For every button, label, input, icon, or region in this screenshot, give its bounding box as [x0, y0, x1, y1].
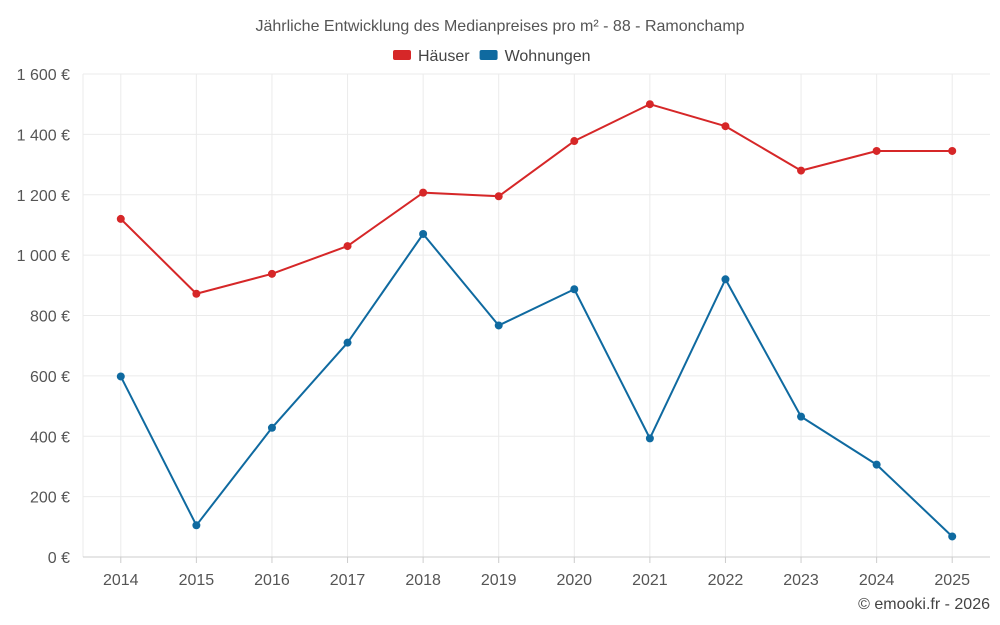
grid [82, 73, 990, 557]
x-tick-label: 2018 [405, 572, 441, 589]
data-point-h-user[interactable] [343, 242, 352, 251]
data-point-wohnungen[interactable] [721, 275, 730, 284]
x-tick-label: 2019 [481, 572, 517, 589]
y-axis-ticks: 0 € 200 € 400 € 600 € 800 € 1 000 € 1 200 € 1 4… [17, 67, 70, 567]
legend: Häuser Wohnungen [393, 48, 591, 65]
data-point-wohnungen[interactable] [192, 521, 201, 530]
x-tick-label: 2025 [934, 572, 970, 589]
data-point-h-user[interactable] [797, 166, 806, 175]
data-point-h-user[interactable] [419, 188, 428, 197]
data-point-h-user[interactable] [267, 269, 276, 278]
x-tick-label: 2016 [254, 572, 290, 589]
credit-text: © emooki.fr - 2026 [858, 596, 990, 613]
data-point-wohnungen[interactable] [343, 338, 352, 347]
x-axis-ticks: 2014 2015 2016 2017 2018 2019 2020 2021 2022 2023… [103, 557, 970, 589]
x-tick-label: 2020 [556, 572, 592, 589]
x-tick-label: 2015 [179, 572, 215, 589]
x-tick-label: 2014 [103, 572, 139, 589]
y-tick-label: 600 € [30, 369, 70, 386]
y-tick-label: 400 € [30, 429, 70, 446]
data-point-h-user[interactable] [872, 146, 881, 155]
y-tick-label: 1 600 € [17, 67, 70, 84]
y-tick-label: 1 200 € [17, 188, 70, 205]
data-point-h-user[interactable] [570, 137, 579, 146]
data-point-wohnungen[interactable] [267, 423, 276, 432]
data-point-wohnungen[interactable] [645, 434, 654, 443]
y-tick-label: 0 € [48, 550, 70, 567]
data-point-h-user[interactable] [192, 289, 201, 298]
data-point-wohnungen[interactable] [872, 460, 881, 469]
data-point-h-user[interactable] [948, 146, 957, 155]
chart-title: Jährliche Entwicklung des Medianpreises … [255, 18, 744, 35]
data-point-wohnungen[interactable] [494, 321, 503, 330]
y-tick-label: 200 € [30, 490, 70, 507]
data-point-h-user[interactable] [721, 122, 730, 131]
data-point-wohnungen[interactable] [419, 229, 428, 238]
legend-swatch-wohnungen [479, 50, 498, 60]
data-point-wohnungen[interactable] [797, 412, 806, 421]
data-point-wohnungen[interactable] [948, 532, 957, 541]
y-tick-label: 1 400 € [17, 127, 70, 144]
legend-swatch-h-user [393, 50, 411, 60]
data-point-wohnungen[interactable] [570, 285, 579, 294]
series-line-wohnungen [119, 232, 953, 538]
data-point-wohnungen[interactable] [116, 372, 125, 381]
y-tick-label: 800 € [30, 309, 70, 326]
x-tick-label: 2017 [330, 572, 366, 589]
y-tick-label: 1 000 € [17, 248, 70, 265]
series-group [116, 100, 957, 541]
legend-label-wohnungen[interactable]: Wohnungen [505, 48, 591, 65]
x-tick-label: 2021 [632, 572, 668, 589]
data-point-h-user[interactable] [116, 214, 125, 223]
data-point-h-user[interactable] [645, 100, 654, 109]
x-tick-label: 2024 [859, 572, 895, 589]
x-tick-label: 2023 [783, 572, 819, 589]
legend-label-h-user[interactable]: Häuser [418, 48, 470, 65]
series-line-h-user [120, 103, 953, 295]
data-point-h-user[interactable] [494, 192, 503, 201]
x-tick-label: 2022 [708, 572, 744, 589]
